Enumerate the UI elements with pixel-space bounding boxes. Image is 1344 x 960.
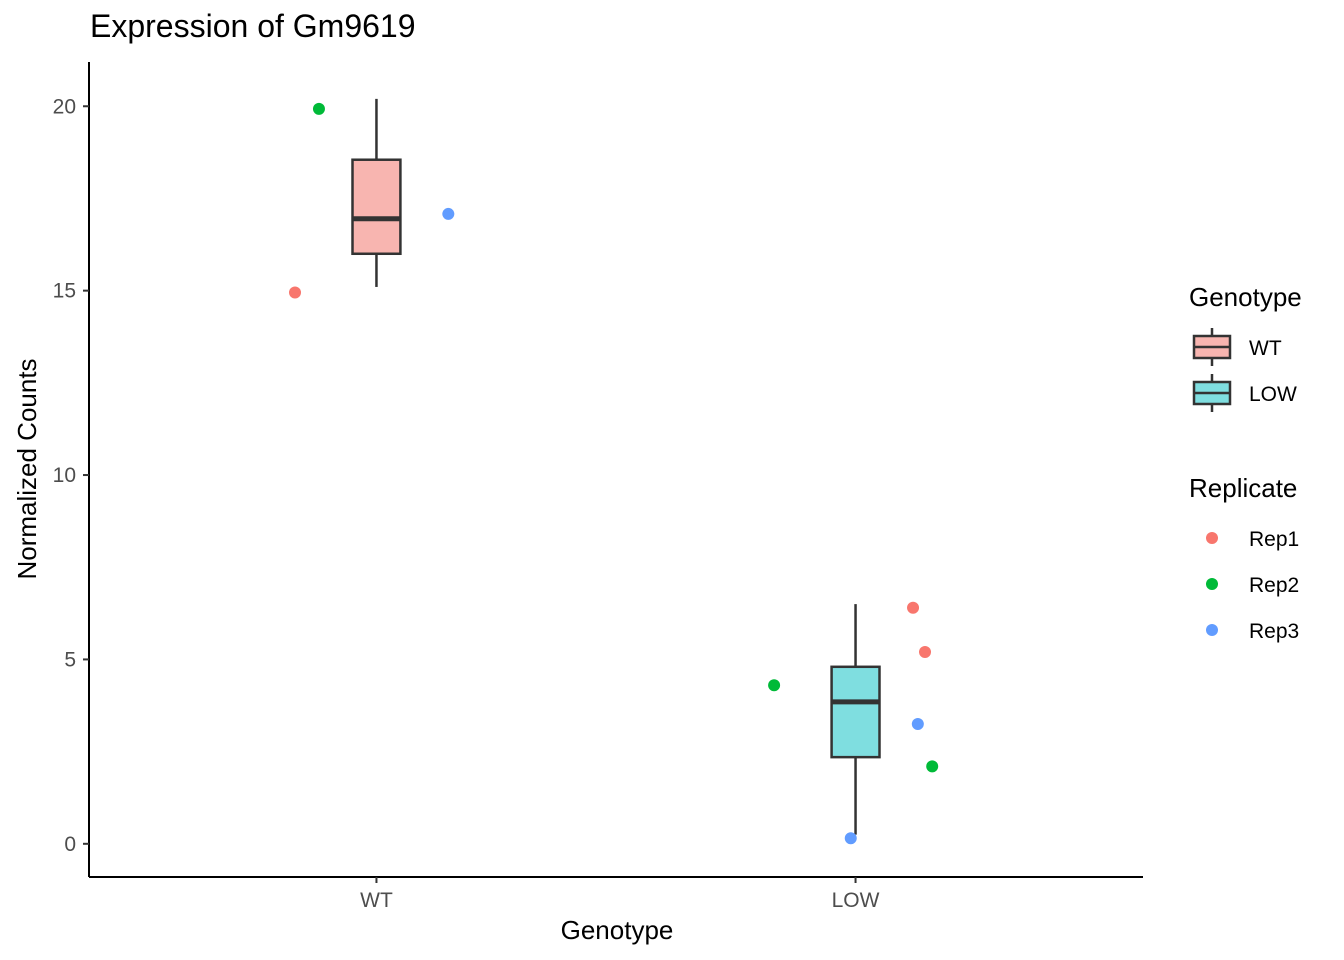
box-wt: [351, 98, 402, 287]
legend: Genotype WT LOW Replicate Rep1 Rep2 Rep3: [1189, 282, 1302, 643]
data-point-rep2: [768, 679, 781, 692]
y-tick-label: 0: [64, 833, 76, 856]
data-point-rep3: [911, 717, 924, 730]
y-tick-label: 15: [53, 280, 76, 303]
legend-item-rep1: Rep1: [1206, 528, 1299, 551]
legend-title-genotype: Genotype: [1189, 282, 1302, 312]
legend-label: Rep1: [1249, 528, 1299, 551]
y-axis-title: Normalized Counts: [12, 358, 42, 579]
y-tick-label: 10: [53, 464, 76, 487]
y-axis-ticks: 0 5 10 15 20: [53, 95, 89, 856]
legend-label: Rep3: [1249, 620, 1299, 643]
legend-item-low: LOW: [1192, 374, 1297, 412]
data-point-rep2: [312, 102, 325, 115]
legend-label: WT: [1249, 337, 1282, 360]
legend-key-point: [1206, 578, 1218, 590]
legend-item-rep3: Rep3: [1206, 620, 1299, 643]
x-tick-label: LOW: [832, 889, 880, 912]
legend-key-point: [1206, 624, 1218, 636]
box-low: [830, 604, 881, 835]
legend-key-point: [1206, 532, 1218, 544]
data-point-rep2: [926, 760, 939, 773]
y-tick-label: 20: [53, 95, 76, 118]
legend-label: Rep2: [1249, 574, 1299, 597]
x-tick-label: WT: [360, 889, 393, 912]
legend-item-wt: WT: [1192, 328, 1282, 366]
legend-label: LOW: [1249, 383, 1297, 406]
y-tick-label: 5: [64, 648, 76, 671]
data-point-rep3: [844, 832, 857, 845]
plot-area: [289, 98, 939, 845]
legend-item-rep2: Rep2: [1206, 574, 1299, 597]
legend-title-replicate: Replicate: [1189, 473, 1297, 503]
x-axis-ticks: WT LOW: [360, 877, 880, 912]
data-point-rep1: [289, 286, 302, 299]
x-axis-title: Genotype: [561, 915, 674, 945]
data-point-rep1: [919, 646, 932, 659]
data-point-rep1: [907, 601, 920, 614]
data-point-rep3: [442, 207, 455, 220]
box-body: [830, 665, 881, 759]
box-body: [351, 158, 402, 256]
chart-title: Expression of Gm9619: [90, 8, 416, 44]
